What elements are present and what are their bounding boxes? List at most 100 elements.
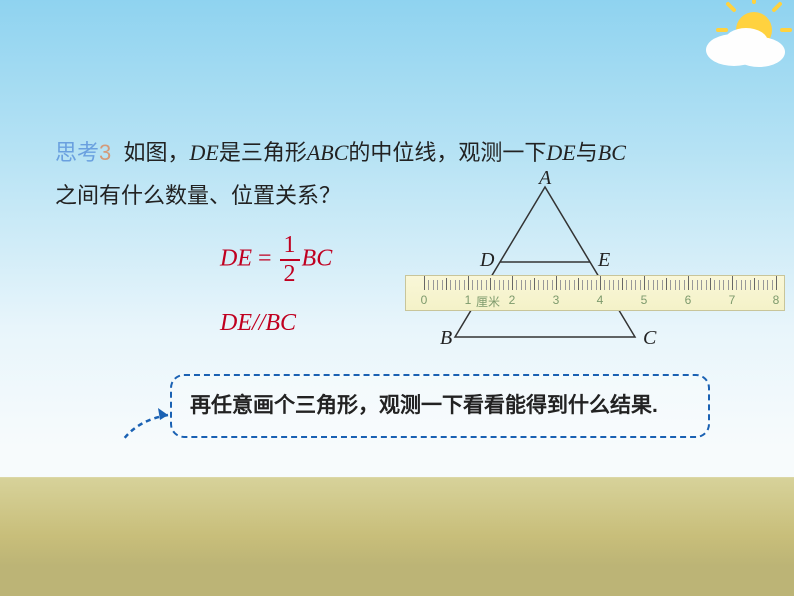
ruler-tick-minor (578, 278, 579, 290)
thinking-number: 3 (99, 140, 111, 165)
heading-text-3: 的中位线，观测一下 (348, 140, 546, 165)
ruler-tick-minor (565, 280, 566, 290)
ruler-tick-minor (736, 280, 737, 290)
ruler-tick-minor (728, 280, 729, 290)
ruler-tick-minor (767, 280, 768, 290)
ruler-tick-minor (670, 280, 671, 290)
ruler-number: 0 (421, 293, 428, 307)
ruler-tick-minor (525, 280, 526, 290)
ruler-number: 6 (685, 293, 692, 307)
ruler-tick-minor (648, 280, 649, 290)
ruler-tick-minor (723, 280, 724, 290)
var-de: DE (190, 140, 219, 165)
heading-text-2: 是三角形 (219, 140, 307, 165)
ruler-body: 012345678 厘米 (405, 275, 785, 311)
ruler-tick-minor (604, 280, 605, 290)
ruler-number: 1 (465, 293, 472, 307)
ruler-tick-minor (591, 280, 592, 290)
ruler-tick-minor (697, 280, 698, 290)
ruler-number: 2 (509, 293, 516, 307)
ruler-tick-major (600, 276, 601, 290)
ruler-tick-minor (679, 280, 680, 290)
callout-text: 再任意画个三角形，观测一下看看能得到什么结果. (190, 390, 690, 422)
ruler-tick-minor (772, 280, 773, 290)
vertex-b-label: B (440, 327, 452, 350)
ruler-tick-minor (657, 280, 658, 290)
ruler-tick-minor (499, 280, 500, 290)
ruler-tick-minor (503, 280, 504, 290)
thinking-label: 思考 (55, 140, 99, 165)
ruler-tick-minor (486, 280, 487, 290)
vertex-a-label: A (539, 167, 551, 190)
ruler-tick-minor (574, 280, 575, 290)
ruler-tick-minor (763, 280, 764, 290)
ruler-tick-minor (547, 280, 548, 290)
ruler-tick-minor (714, 280, 715, 290)
ruler-number: 4 (597, 293, 604, 307)
slide-page: 思考3 如图，DE是三角形ABC的中位线，观测一下DE与BC 之间有什么数量、位… (0, 0, 794, 596)
ruler-tick-minor (472, 280, 473, 290)
ruler-tick-minor (609, 280, 610, 290)
formula-rhs: BC (302, 246, 333, 272)
ruler-tick-major (556, 276, 557, 290)
ruler-tick-minor (754, 278, 755, 290)
ruler-tick-minor (481, 280, 482, 290)
ruler-tick-minor (640, 280, 641, 290)
ruler-tick-minor (653, 280, 654, 290)
callout-arrow-icon (108, 400, 178, 450)
ruler-tick-major (468, 276, 469, 290)
ruler-tick-minor (534, 278, 535, 290)
ruler-tick-minor (622, 278, 623, 290)
ruler-tick-minor (692, 280, 693, 290)
ruler-tick-major (688, 276, 689, 290)
heading-text-4: 与 (576, 140, 598, 165)
formula-de-parallel-bc: DE//BC (220, 310, 296, 337)
ruler-number: 8 (773, 293, 780, 307)
fraction-bot: 2 (280, 261, 300, 288)
ruler-tick-minor (552, 280, 553, 290)
ruler-tick-major (732, 276, 733, 290)
ruler-tick-major (644, 276, 645, 290)
ruler-tick-major (776, 276, 777, 290)
ruler-tick-minor (494, 280, 495, 290)
fraction-top: 1 (280, 232, 300, 261)
sun-decoration (694, 0, 794, 90)
ruler-number: 5 (641, 293, 648, 307)
ruler-tick-minor (675, 280, 676, 290)
ruler-tick-minor (587, 280, 588, 290)
ruler-tick-minor (560, 280, 561, 290)
ruler-tick-minor (701, 280, 702, 290)
heading-text-1: 如图， (111, 140, 189, 165)
ruler-unit-label: 厘米 (476, 293, 500, 310)
ruler: 012345678 厘米 (405, 275, 785, 311)
heading-line-1: 思考3 如图，DE是三角形ABC的中位线，观测一下DE与BC (55, 135, 754, 170)
ruler-tick-minor (464, 280, 465, 290)
ruler-tick-minor (516, 280, 517, 290)
ruler-tick-minor (477, 280, 478, 290)
ruler-tick-minor (631, 280, 632, 290)
formula-lhs: DE (220, 246, 252, 272)
ruler-tick-major (424, 276, 425, 290)
ruler-tick-minor (626, 280, 627, 290)
formula-eq: = (252, 246, 278, 272)
ruler-tick-minor (569, 280, 570, 290)
ruler-tick-minor (508, 280, 509, 290)
var-bc: BC (598, 140, 626, 165)
ruler-tick-minor (459, 280, 460, 290)
fraction-half: 12 (280, 232, 300, 288)
ruler-tick-minor (684, 280, 685, 290)
ruler-tick-minor (662, 280, 663, 290)
ruler-tick-minor (618, 280, 619, 290)
ruler-tick-minor (745, 280, 746, 290)
var-abc: ABC (307, 140, 349, 165)
ruler-tick-minor (706, 280, 707, 290)
ruler-tick-minor (710, 278, 711, 290)
ruler-tick-minor (433, 280, 434, 290)
ruler-number: 7 (729, 293, 736, 307)
ruler-tick-minor (428, 280, 429, 290)
ruler-tick-minor (538, 280, 539, 290)
ruler-tick-minor (490, 278, 491, 290)
ruler-tick-minor (596, 280, 597, 290)
vertex-e-label: E (598, 249, 610, 272)
triangle-diagram: A D E B C (435, 177, 775, 357)
